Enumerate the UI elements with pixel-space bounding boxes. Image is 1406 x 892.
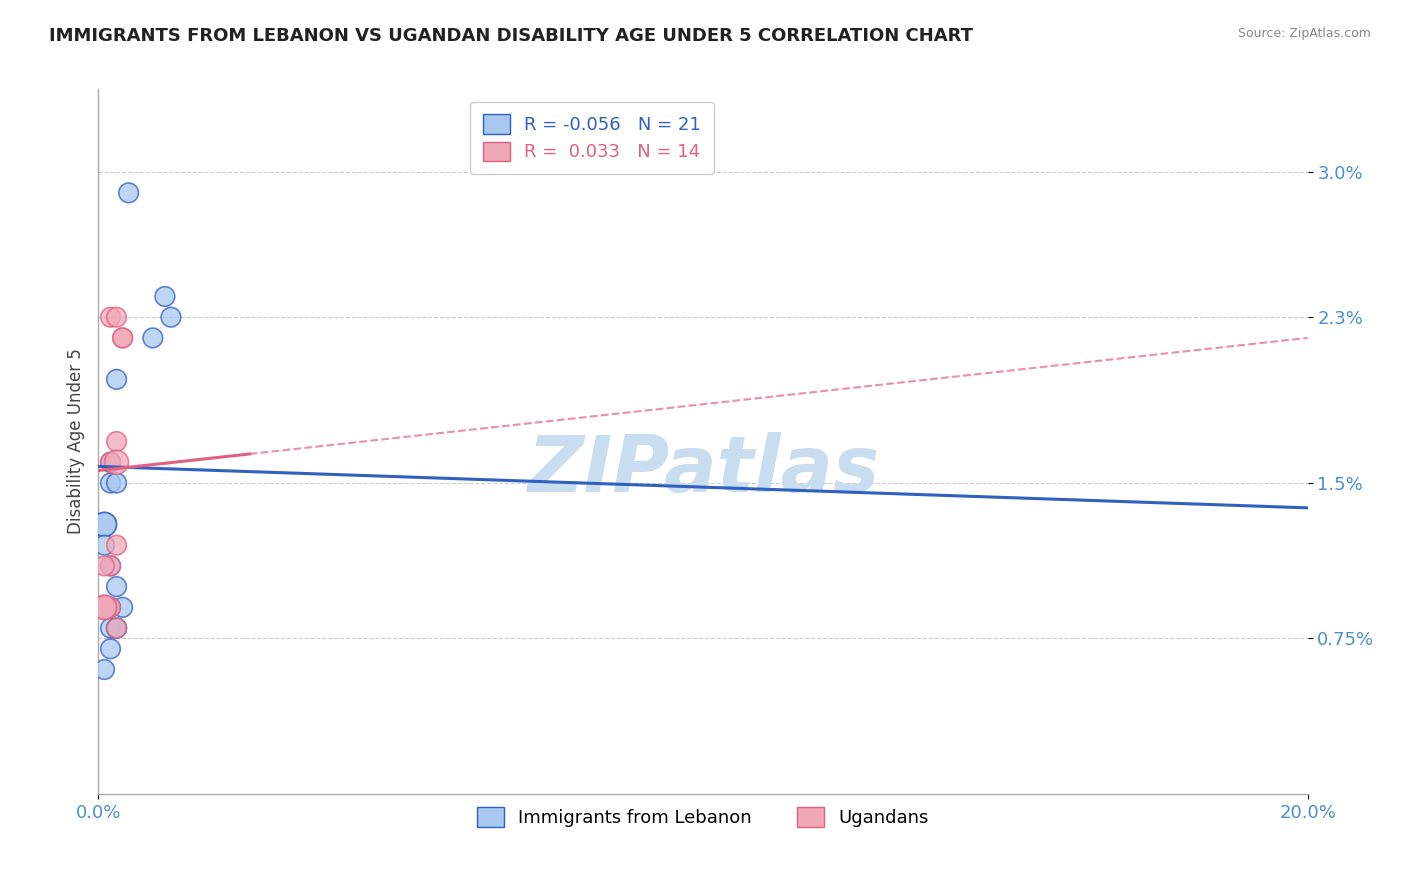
Point [105, 434, 128, 449]
Point [100, 600, 122, 615]
Point [100, 600, 122, 615]
Point [100, 558, 122, 573]
Point [105, 621, 128, 635]
Point [93, 517, 115, 532]
Point [100, 310, 122, 325]
Point [105, 621, 128, 635]
Point [93, 517, 115, 532]
Point [93, 600, 115, 615]
Point [100, 455, 122, 469]
Point [93, 663, 115, 677]
Point [100, 621, 122, 635]
Point [105, 621, 128, 635]
Point [105, 455, 128, 469]
Text: IMMIGRANTS FROM LEBANON VS UGANDAN DISABILITY AGE UNDER 5 CORRELATION CHART: IMMIGRANTS FROM LEBANON VS UGANDAN DISAB… [49, 27, 973, 45]
Point [111, 331, 134, 345]
Text: Source: ZipAtlas.com: Source: ZipAtlas.com [1237, 27, 1371, 40]
Point [105, 372, 128, 386]
Point [93, 600, 115, 615]
Point [93, 538, 115, 552]
Point [111, 331, 134, 345]
Point [105, 580, 128, 594]
Point [100, 558, 122, 573]
Point [118, 186, 141, 200]
Point [100, 455, 122, 469]
Point [93, 600, 115, 615]
Point [105, 475, 128, 490]
Text: ZIPatlas: ZIPatlas [527, 432, 879, 508]
Legend: Immigrants from Lebanon, Ugandans: Immigrants from Lebanon, Ugandans [470, 800, 936, 834]
Point [93, 558, 115, 573]
Point [153, 289, 176, 303]
Point [142, 331, 165, 345]
Point [111, 600, 134, 615]
Y-axis label: Disability Age Under 5: Disability Age Under 5 [66, 349, 84, 534]
Point [100, 475, 122, 490]
Point [105, 538, 128, 552]
Point [100, 641, 122, 656]
Point [160, 310, 183, 325]
Point [105, 310, 128, 325]
